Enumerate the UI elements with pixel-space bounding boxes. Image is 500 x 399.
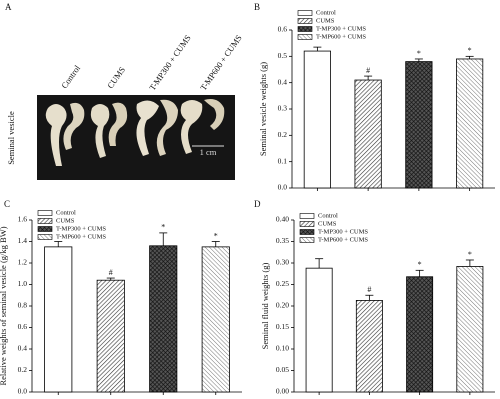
bar: [96, 279, 125, 393]
bar: [355, 300, 383, 393]
y-axis-label: Relative weights of seminal vesicle (g/k…: [0, 226, 8, 385]
y-tick-label: 0.2: [278, 130, 288, 139]
y-axis-label: Seminal vesicle weights (g): [258, 62, 268, 156]
y-tick-label: 0.6: [278, 25, 288, 34]
side-label: Seminal vesicle: [6, 111, 16, 165]
group-label: Control: [59, 63, 82, 91]
y-tick-label: 0.20: [276, 301, 289, 310]
y-tick-label: 0.5: [278, 51, 288, 60]
legend-swatch: [299, 237, 315, 243]
group-label: CUMS: [105, 65, 127, 91]
significance-mark: *: [418, 260, 422, 269]
y-tick-label: 0.8: [18, 301, 28, 310]
panel-label: A: [5, 2, 12, 12]
legend-label: CUMS: [316, 17, 335, 24]
group-label: T-MP300 + CUMS: [147, 33, 193, 93]
significance-mark: *: [468, 46, 472, 55]
y-tick-label: 0.25: [276, 279, 289, 288]
significance-mark: #: [109, 268, 113, 277]
y-tick-label: 0.1: [278, 156, 288, 165]
y-tick-label: 1.0: [18, 279, 28, 288]
significance-mark: *: [468, 250, 472, 259]
bar: [201, 246, 230, 393]
panel-label: C: [4, 199, 10, 209]
y-axis-label: Seminal fluid weights (g): [260, 263, 270, 350]
bar: [456, 58, 484, 189]
legend-swatch: [297, 18, 313, 24]
group-label: T-MP600 + CUMS: [198, 33, 244, 93]
legend-swatch: [37, 234, 53, 240]
legend-swatch: [297, 34, 313, 40]
bar: [456, 266, 484, 393]
y-tick-label: 0.15: [276, 322, 289, 331]
significance-mark: *: [214, 231, 218, 240]
legend-swatch: [299, 221, 315, 227]
legend-label: Control: [318, 212, 338, 219]
y-tick-label: 0.40: [276, 215, 289, 224]
y-tick-label: 0.2: [18, 365, 28, 374]
legend-label: Control: [316, 9, 336, 16]
scale-label: 1 cm: [200, 147, 217, 157]
bar: [44, 246, 73, 393]
y-tick-label: 0.0: [18, 387, 28, 396]
legend-label: T-MP600 + CUMS: [56, 233, 106, 240]
bar: [305, 267, 333, 393]
bar: [406, 276, 434, 393]
y-tick-label: 1.2: [18, 258, 28, 267]
significance-mark: #: [367, 285, 371, 294]
legend-swatch: [37, 210, 53, 216]
bar: [405, 61, 433, 189]
legend-label: T-MP600 + CUMS: [318, 236, 368, 243]
legend-label: T-MP300 + CUMS: [316, 25, 366, 32]
y-tick-label: 0.10: [276, 344, 289, 353]
panel-label: D: [254, 199, 261, 209]
y-tick-label: 0.4: [278, 77, 288, 86]
legend-label: T-MP300 + CUMS: [318, 228, 368, 235]
legend-label: CUMS: [56, 217, 75, 224]
photo: [37, 95, 235, 180]
y-tick-label: 1.4: [18, 236, 28, 245]
y-tick-label: 0.30: [276, 258, 289, 267]
significance-mark: #: [366, 66, 370, 75]
significance-mark: *: [161, 223, 165, 232]
y-tick-label: 0.3: [278, 104, 288, 113]
significance-mark: *: [417, 49, 421, 58]
y-tick-label: 1.6: [18, 215, 28, 224]
y-tick-label: 0.05: [276, 365, 289, 374]
bar: [149, 245, 178, 393]
legend-label: T-MP300 + CUMS: [56, 225, 106, 232]
legend-swatch: [37, 226, 53, 232]
legend-label: Control: [56, 209, 76, 216]
panel-a: A Seminal vesicle Control CUMS T-MP300 +…: [5, 2, 244, 180]
y-tick-label: 0.6: [18, 322, 28, 331]
bar: [303, 50, 331, 189]
bar: [354, 79, 382, 189]
legend-label: T-MP600 + CUMS: [316, 33, 366, 40]
y-tick-label: 0.0: [278, 183, 288, 192]
y-tick-label: 0.4: [18, 344, 28, 353]
legend-swatch: [297, 26, 313, 32]
legend-label: CUMS: [318, 220, 337, 227]
legend-swatch: [299, 229, 315, 235]
legend-swatch: [37, 218, 53, 224]
legend-swatch: [297, 10, 313, 16]
y-tick-label: 0.35: [276, 236, 289, 245]
panel-label: B: [254, 2, 260, 12]
y-tick-label: 0.00: [276, 387, 289, 396]
legend-swatch: [299, 213, 315, 219]
